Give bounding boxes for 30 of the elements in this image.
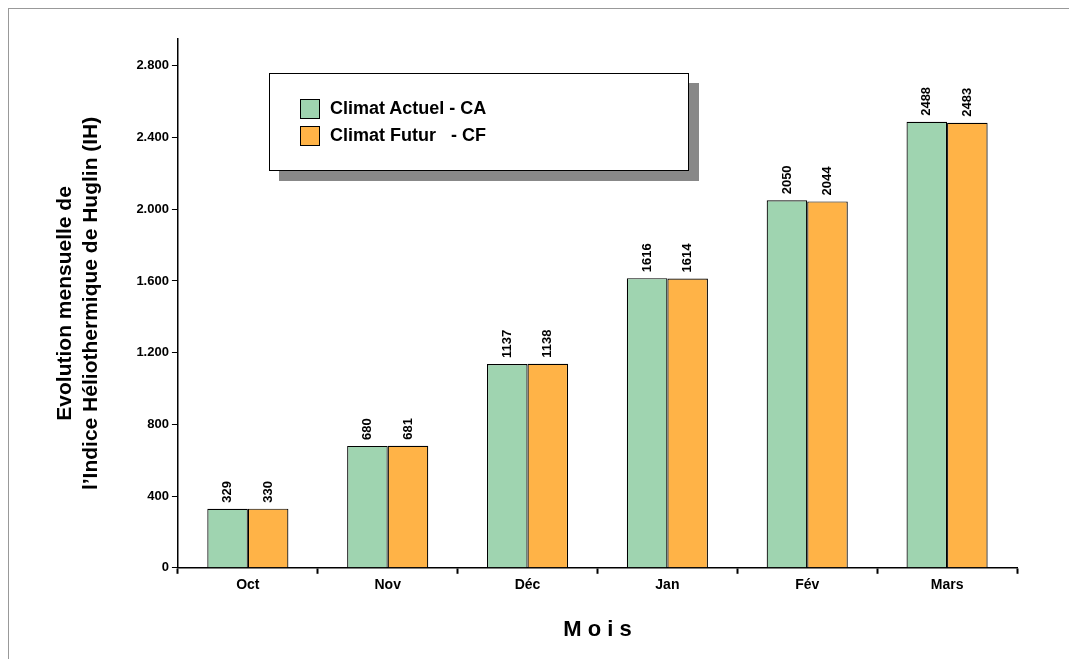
data-label: 680 bbox=[359, 418, 374, 440]
x-axis-title: M o i s bbox=[563, 615, 632, 641]
x-tick-label: Jan bbox=[655, 576, 680, 593]
data-label: 681 bbox=[399, 418, 415, 440]
legend-label: Climat Actuel - CA bbox=[330, 98, 487, 119]
y-tick-label: 2.400 bbox=[136, 129, 169, 145]
y-tick-label: 0 bbox=[161, 559, 169, 575]
data-label: 2050 bbox=[778, 165, 794, 195]
x-tick-label: Déc bbox=[514, 576, 541, 593]
x-tick-label: Nov bbox=[374, 576, 402, 593]
x-tick-label: Fév bbox=[795, 576, 820, 593]
x-tick-label: Mars bbox=[930, 576, 964, 593]
y-tick-label: 2.800 bbox=[136, 57, 169, 73]
y-tick-label: 1.600 bbox=[136, 272, 169, 288]
data-label: 2044 bbox=[819, 165, 835, 196]
data-label: 1137 bbox=[498, 329, 514, 358]
x-tick-label: Oct bbox=[236, 576, 260, 593]
data-label: 1616 bbox=[638, 243, 654, 273]
data-label: 2488 bbox=[918, 86, 934, 116]
data-label: 1614 bbox=[679, 242, 695, 273]
y-axis-title: Evolution mensuelle de l’Indice Héliothermique de Huglin (IH) bbox=[52, 116, 101, 491]
data-label: 1138 bbox=[539, 329, 555, 358]
data-label: 330 bbox=[259, 480, 275, 503]
data-label: 2483 bbox=[958, 87, 974, 117]
y-tick-label: 1.200 bbox=[136, 344, 169, 360]
y-tick-label: 800 bbox=[147, 415, 169, 431]
y-tick-label: 2.000 bbox=[136, 200, 169, 216]
data-label: 329 bbox=[219, 481, 235, 503]
y-tick-label: 400 bbox=[147, 487, 169, 503]
legend-label: Climat Futur - CF bbox=[330, 125, 486, 146]
